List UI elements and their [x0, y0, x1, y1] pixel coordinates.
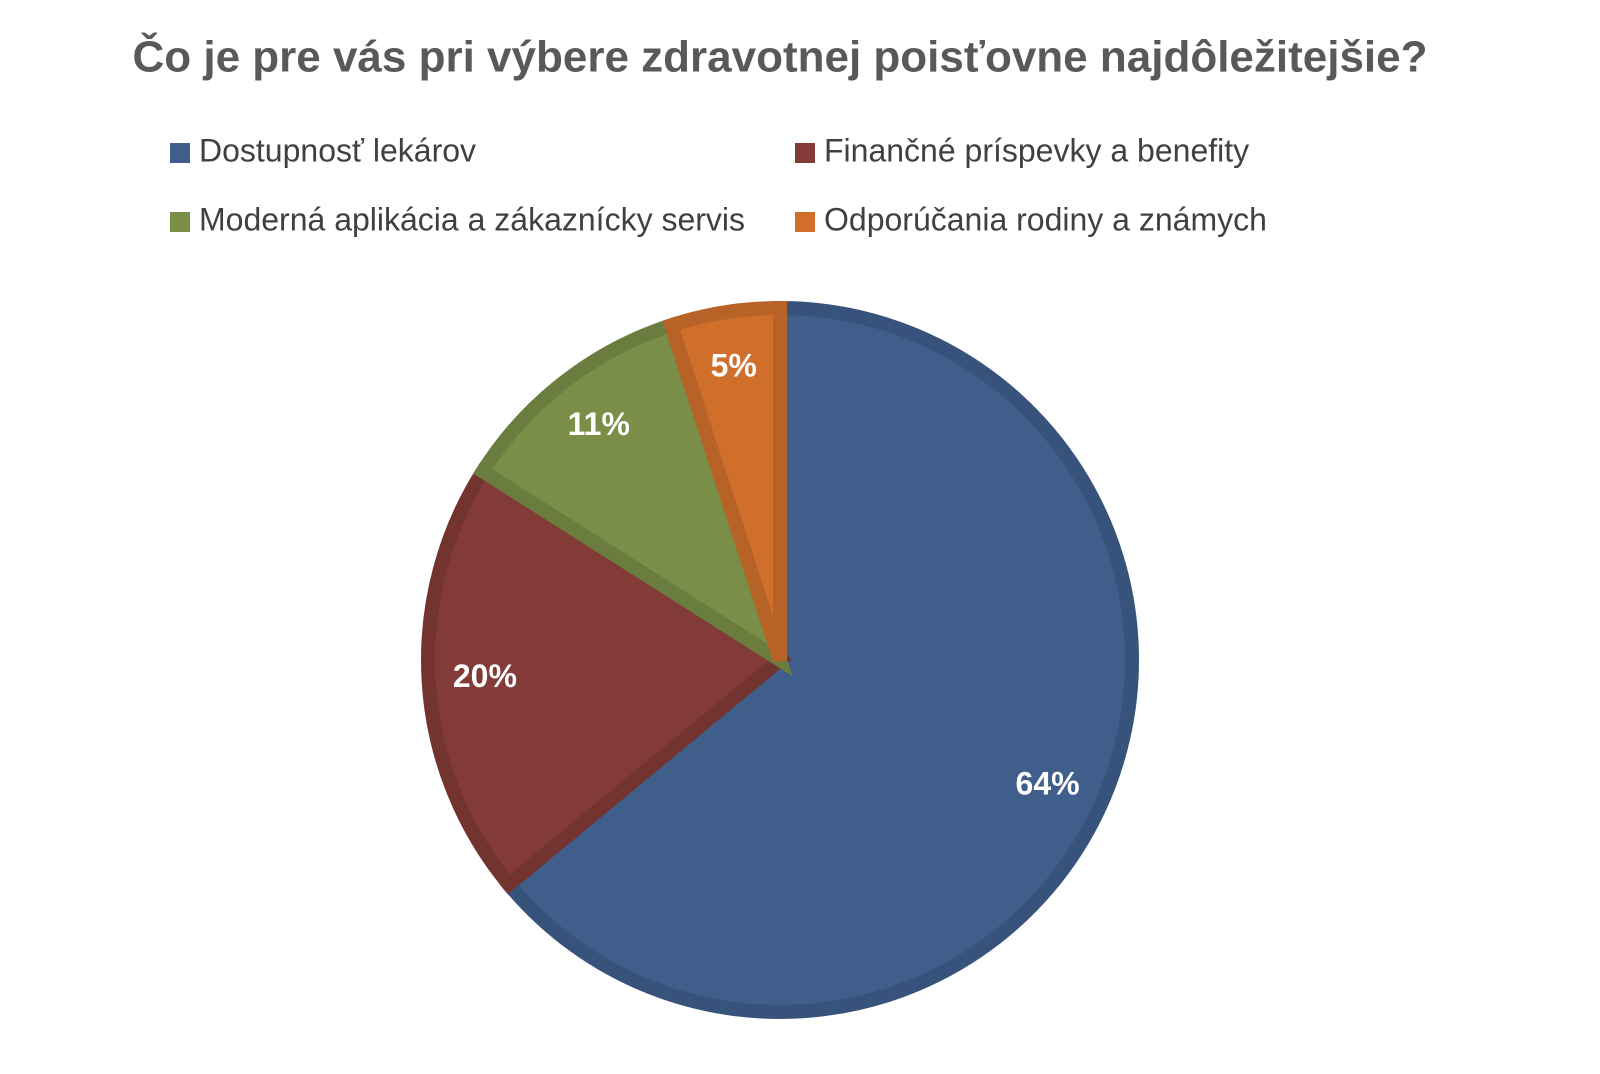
pie-slice [421, 461, 792, 895]
legend-label: Finančné príspevky a benefity [824, 132, 1249, 168]
pie-slice [473, 316, 793, 677]
pie-slice [662, 300, 787, 663]
legend-label: Moderná aplikácia a zákaznícky servis [199, 201, 745, 237]
chart-title: Čo je pre vás pri výbere zdravotnej pois… [132, 31, 1427, 82]
data-label: 64% [1016, 765, 1080, 801]
legend-label: Dostupnosť lekárov [199, 132, 476, 168]
legend-swatch [795, 143, 815, 163]
legend-swatch [170, 143, 190, 163]
legend-label: Odporúčania rodiny a známych [824, 201, 1267, 237]
legend-swatch [170, 212, 190, 232]
data-label: 20% [453, 658, 517, 694]
legend-swatch [795, 212, 815, 232]
pie-slice [498, 300, 1139, 1019]
data-label: 5% [711, 347, 757, 383]
data-label: 11% [568, 406, 630, 442]
